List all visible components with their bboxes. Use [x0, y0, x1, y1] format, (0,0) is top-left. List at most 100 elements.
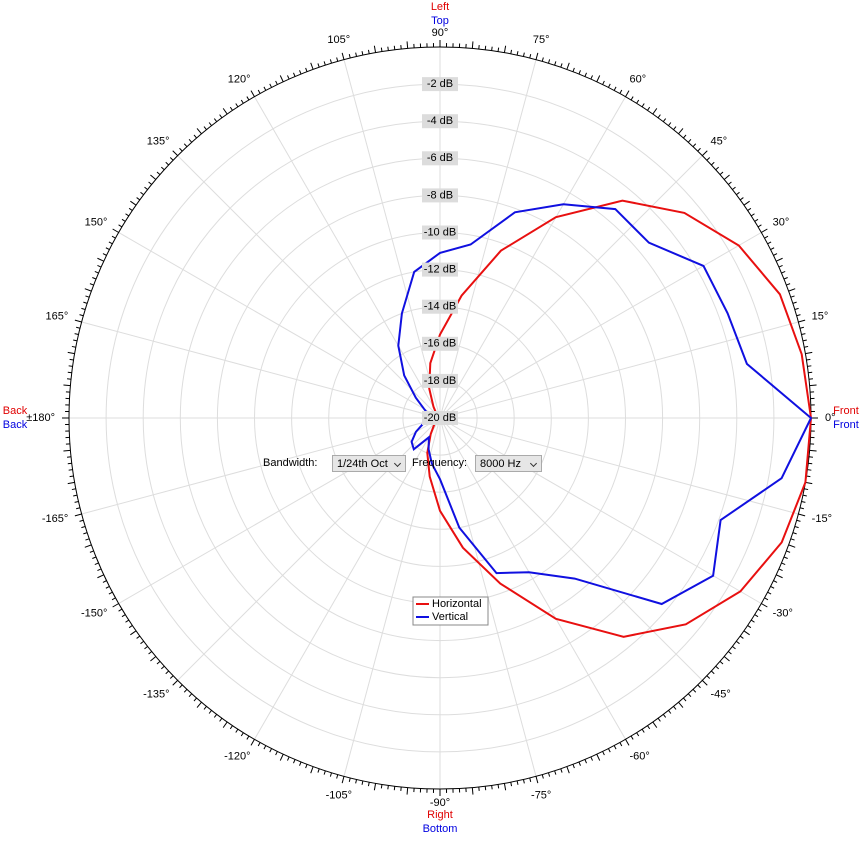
degree-tick — [109, 592, 113, 594]
degree-tick — [166, 162, 169, 165]
degree-tick — [579, 70, 580, 74]
r-tick-label: -20 dB — [424, 412, 456, 424]
bandwidth-select[interactable]: 1/24th Oct — [332, 455, 406, 472]
degree-tick — [751, 620, 754, 622]
degree-tick — [492, 785, 493, 789]
degree-tick — [349, 54, 350, 58]
degree-tick — [626, 91, 630, 97]
degree-tick — [184, 689, 187, 692]
angle-label: ±180° — [26, 412, 55, 424]
degree-tick — [236, 103, 238, 106]
degree-tick — [620, 742, 622, 745]
degree-tick — [517, 781, 518, 785]
degree-tick — [75, 320, 82, 322]
degree-tick — [782, 563, 786, 565]
degree-tick — [740, 636, 743, 638]
direction-label: Right — [427, 809, 453, 821]
degree-tick — [337, 58, 338, 62]
r-tick-label: -16 dB — [424, 338, 456, 350]
degree-tick — [498, 48, 499, 52]
degree-tick — [732, 187, 735, 189]
degree-tick — [170, 676, 173, 679]
degree-tick — [688, 139, 691, 142]
degree-tick — [109, 242, 113, 244]
degree-tick — [97, 265, 101, 267]
degree-tick — [608, 749, 610, 753]
degree-tick — [764, 236, 767, 238]
degree-tick — [806, 359, 810, 360]
degree-tick — [324, 771, 325, 775]
degree-tick — [728, 182, 731, 185]
angle-label: -120° — [224, 751, 250, 763]
degree-tick — [810, 450, 817, 451]
degree-tick — [368, 50, 369, 54]
degree-tick — [800, 508, 804, 509]
degree-tick — [740, 198, 743, 200]
degree-tick — [150, 175, 155, 179]
degree-tick — [197, 128, 201, 133]
frequency-select[interactable]: 8000 Hz — [475, 455, 542, 472]
degree-tick — [180, 148, 183, 151]
degree-tick — [805, 482, 812, 483]
degree-tick — [137, 198, 140, 200]
degree-tick — [642, 103, 644, 106]
angle-label: 150° — [85, 216, 108, 228]
degree-tick — [407, 41, 408, 48]
degree-tick — [85, 296, 89, 297]
degree-tick — [800, 327, 804, 328]
degree-tick — [349, 778, 350, 782]
degree-tick — [75, 514, 82, 516]
degree-tick — [805, 352, 812, 353]
degree-tick — [523, 779, 524, 783]
degree-tick — [68, 482, 75, 483]
degree-tick — [776, 258, 782, 261]
degree-tick — [214, 119, 216, 122]
degree-tick — [75, 334, 79, 335]
degree-tick — [517, 51, 518, 55]
degree-tick — [73, 495, 77, 496]
degree-tick — [83, 302, 87, 303]
degree-tick — [678, 128, 682, 133]
degree-tick — [786, 551, 790, 552]
degree-tick — [530, 778, 531, 782]
degree-tick — [337, 775, 338, 779]
degree-tick — [63, 385, 70, 386]
degree-tick — [804, 346, 808, 347]
degree-tick — [76, 327, 80, 328]
direction-label: Left — [431, 1, 449, 13]
degree-tick — [194, 135, 197, 138]
degree-tick — [773, 254, 777, 256]
degree-tick — [407, 788, 408, 795]
degree-tick — [280, 754, 283, 760]
degree-tick — [631, 736, 633, 739]
degree-tick — [728, 651, 731, 654]
degree-tick — [736, 641, 739, 643]
degree-tick — [381, 48, 382, 52]
degree-tick — [653, 722, 657, 728]
degree-tick — [548, 59, 549, 63]
degree-tick — [711, 671, 714, 674]
degree-tick — [209, 122, 211, 125]
degree-tick — [381, 784, 382, 788]
degree-tick — [90, 551, 94, 552]
degree-tick — [270, 84, 272, 88]
angle-label: -45° — [710, 688, 730, 700]
degree-tick — [113, 604, 119, 608]
degree-tick — [702, 680, 707, 685]
degree-tick — [642, 729, 644, 732]
degree-tick — [761, 229, 767, 233]
r-tick-label: -6 dB — [427, 152, 453, 164]
degree-tick — [658, 115, 660, 118]
degree-tick — [804, 489, 808, 490]
degree-tick — [220, 115, 222, 118]
degree-tick — [76, 508, 80, 509]
degree-tick — [798, 514, 805, 516]
degree-tick — [293, 73, 295, 77]
degree-tick — [356, 779, 357, 783]
degree-tick — [688, 694, 691, 697]
degree-tick — [276, 751, 278, 755]
degree-tick — [748, 208, 751, 210]
angle-label: -75° — [531, 790, 551, 802]
degree-tick — [311, 767, 313, 774]
